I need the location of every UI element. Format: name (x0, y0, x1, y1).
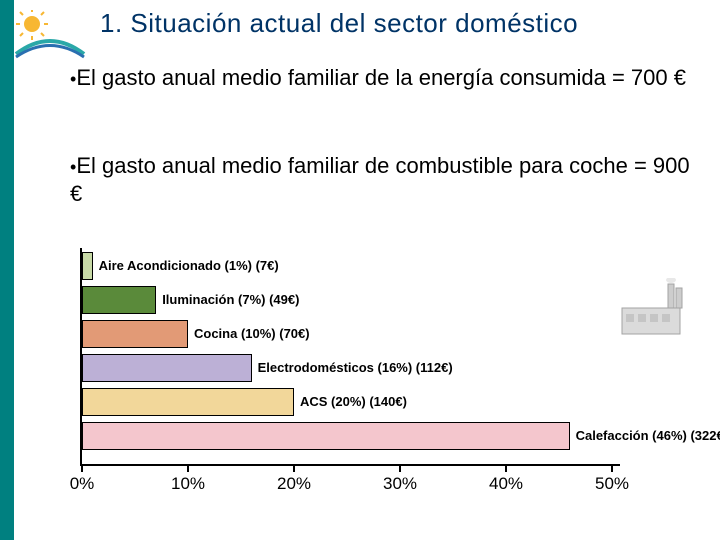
axis-tick-label: 30% (383, 474, 417, 494)
logo-sun-arc (14, 10, 86, 60)
bar (82, 320, 188, 348)
chart-bars-container: Aire Acondicionado (1%) (7€) Iluminación … (82, 252, 642, 462)
left-accent-stripe (0, 0, 14, 540)
axis-tick (187, 464, 189, 472)
bar (82, 388, 294, 416)
bar (82, 422, 570, 450)
bar-label: Cocina (10%) (70€) (188, 320, 310, 348)
axis-tick (81, 464, 83, 472)
axis-tick (293, 464, 295, 472)
bar-label: Aire Acondicionado (1%) (7€) (93, 252, 279, 280)
bar (82, 286, 156, 314)
axis-tick (399, 464, 401, 472)
bullet-1-text: El gasto anual medio familiar de la ener… (76, 65, 686, 90)
bullet-2-text: El gasto anual medio familiar de combust… (70, 153, 690, 206)
bar-label: Calefacción (46%) (322€) (570, 422, 720, 450)
bar-label: Iluminación (7%) (49€) (156, 286, 299, 314)
axis-tick (611, 464, 613, 472)
axis-tick-label: 40% (489, 474, 523, 494)
bar (82, 354, 252, 382)
slide-title: 1. Situación actual del sector doméstico (100, 8, 578, 39)
axis-tick (505, 464, 507, 472)
axis-tick-label: 20% (277, 474, 311, 494)
bar-label: ACS (20%) (140€) (294, 388, 407, 416)
axis-tick-label: 10% (171, 474, 205, 494)
bullet-1: •El gasto anual medio familiar de la ene… (70, 64, 690, 92)
bar-label: Electrodomésticos (16%) (112€) (252, 354, 453, 382)
bar (82, 252, 93, 280)
bullet-2: •El gasto anual medio familiar de combus… (70, 152, 690, 207)
chart-x-axis (80, 464, 620, 466)
energy-breakdown-chart: Aire Acondicionado (1%) (7€) Iluminación … (70, 248, 650, 508)
axis-tick-label: 0% (70, 474, 95, 494)
axis-tick-label: 50% (595, 474, 629, 494)
